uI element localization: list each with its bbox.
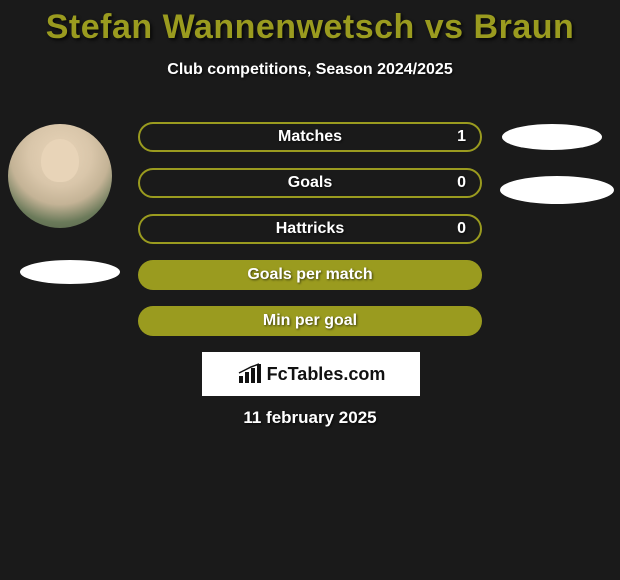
player1-avatar <box>8 124 112 228</box>
bar-value-right: 0 <box>457 174 466 192</box>
player2-name-placeholder <box>500 176 614 204</box>
bar-value-right: 0 <box>457 220 466 238</box>
brand-text: FcTables.com <box>267 364 386 385</box>
stats-bars: Matches 1 Goals 0 Hattricks 0 Goals per … <box>138 122 482 352</box>
brand-box: FcTables.com <box>202 352 420 396</box>
bar-goals: Goals 0 <box>138 168 482 198</box>
subtitle: Club competitions, Season 2024/2025 <box>0 61 620 79</box>
player1-name-placeholder <box>20 260 120 284</box>
bar-hattricks: Hattricks 0 <box>138 214 482 244</box>
page-title: Stefan Wannenwetsch vs Braun <box>0 0 620 47</box>
title-vs: vs <box>425 8 464 46</box>
bar-chart-icon <box>237 363 263 385</box>
bar-min-per-goal: Min per goal <box>138 306 482 336</box>
bar-label: Goals <box>288 174 332 192</box>
bar-label: Hattricks <box>276 220 344 238</box>
bar-label: Matches <box>278 128 342 146</box>
date-text: 11 february 2025 <box>0 408 620 428</box>
title-player1: Stefan Wannenwetsch <box>46 8 415 46</box>
bar-label: Goals per match <box>247 266 372 284</box>
bar-matches: Matches 1 <box>138 122 482 152</box>
bar-label: Min per goal <box>263 312 357 330</box>
bar-value-right: 1 <box>457 128 466 146</box>
player2-avatar-placeholder <box>502 124 602 150</box>
title-player2: Braun <box>474 8 575 46</box>
bar-goals-per-match: Goals per match <box>138 260 482 290</box>
